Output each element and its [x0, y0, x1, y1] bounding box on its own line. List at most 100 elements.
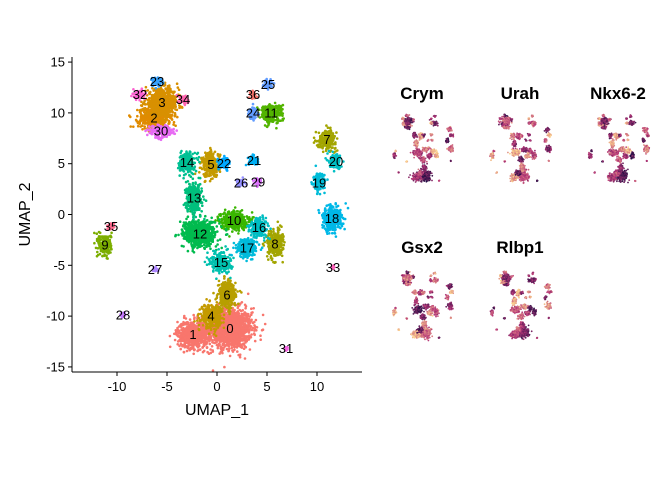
cluster-8-points	[261, 220, 286, 265]
feature-panel-gsx2: Gsx2	[392, 238, 454, 342]
cluster-label-17: 17	[240, 241, 254, 256]
cluster-6-points	[212, 275, 243, 316]
feature-points	[489, 113, 553, 185]
cluster-16-points	[246, 214, 272, 242]
cluster-31-points	[283, 346, 289, 352]
cluster-label-32: 32	[133, 87, 147, 102]
x-tick-label: 10	[310, 379, 324, 394]
cluster-label-34: 34	[176, 92, 190, 107]
cluster-label-25: 25	[261, 77, 275, 92]
feature-panel-urah: Urah	[489, 84, 553, 185]
cluster-label-28: 28	[116, 308, 130, 323]
cluster-13-points	[182, 173, 208, 221]
cluster-22-points	[215, 154, 231, 172]
cluster-35-points	[105, 221, 116, 231]
cluster-label-11: 11	[264, 105, 278, 120]
cluster-label-7: 7	[323, 132, 330, 147]
cluster-label-16: 16	[252, 220, 266, 235]
y-tick-label: 5	[58, 156, 65, 171]
cluster-label-1: 1	[189, 327, 196, 342]
cluster-32-points	[130, 87, 148, 102]
cluster-label-33: 33	[326, 260, 340, 275]
feature-points	[392, 113, 455, 183]
cluster-9-points	[93, 230, 113, 260]
cluster-label-23: 23	[150, 74, 164, 89]
cluster-28-points	[119, 311, 127, 319]
cluster-4-points	[193, 298, 226, 338]
feature-title-urah: Urah	[501, 84, 540, 103]
cluster-7-points	[312, 124, 339, 154]
feature-points	[489, 270, 553, 341]
cluster-29-points	[251, 177, 263, 188]
cluster-18-points	[317, 202, 350, 238]
cluster-15-points	[203, 245, 235, 281]
cluster-25-points	[261, 77, 276, 91]
y-tick-label: -10	[46, 309, 65, 324]
y-tick-label: -5	[53, 258, 65, 273]
cluster-label-13: 13	[187, 191, 201, 206]
cluster-label-29: 29	[251, 175, 265, 190]
cluster-label-26: 26	[234, 176, 248, 191]
cluster-label-9: 9	[101, 238, 108, 253]
cluster-12-points	[174, 207, 229, 254]
cluster-label-3: 3	[158, 95, 165, 110]
cluster-label-6: 6	[223, 287, 230, 302]
cluster-27-points	[151, 265, 160, 273]
cluster-label-12: 12	[193, 226, 207, 241]
cluster-label-30: 30	[154, 124, 168, 139]
cluster-label-27: 27	[148, 262, 162, 277]
cluster-24-points	[246, 102, 261, 122]
x-tick-label: -5	[161, 379, 173, 394]
x-axis-title: UMAP_1	[185, 402, 249, 419]
cluster-26-points	[235, 176, 248, 188]
cluster-33-points	[330, 264, 336, 271]
cluster-label-5: 5	[207, 157, 214, 172]
cluster-label-36: 36	[246, 87, 260, 102]
cluster-label-19: 19	[312, 176, 326, 191]
feature-title-nkx6-2: Nkx6-2	[590, 84, 646, 103]
cluster-label-21: 21	[247, 153, 261, 168]
x-tick-label: 0	[213, 379, 220, 394]
feature-plots: Crym Urah Nkx6-2 Gsx2 Rlbp1	[392, 84, 651, 342]
cluster-label-22: 22	[217, 156, 231, 171]
feature-panel-crym: Crym	[392, 84, 455, 183]
cluster-20-points	[324, 149, 345, 173]
cluster-14-points	[176, 149, 201, 180]
x-tick-label: -10	[108, 379, 127, 394]
x-tick-label: 5	[263, 379, 270, 394]
cluster-23-points	[150, 76, 165, 90]
cluster-label-4: 4	[207, 309, 214, 324]
feature-title-crym: Crym	[400, 84, 443, 103]
cluster-30-points	[144, 123, 178, 142]
cluster-3-points	[135, 81, 184, 127]
y-tick-label: 10	[51, 105, 65, 120]
cluster-label-8: 8	[271, 237, 278, 252]
cluster-points	[93, 76, 350, 372]
cluster-17-points	[229, 236, 264, 263]
cluster-label-2: 2	[150, 111, 157, 126]
cluster-label-31: 31	[279, 341, 293, 356]
cluster-1-points	[168, 313, 217, 356]
y-axis-title: UMAP_2	[17, 182, 34, 246]
umap-cluster-plot: 0123456789101112131415161718192021222324…	[17, 55, 362, 419]
cluster-label-20: 20	[329, 154, 343, 169]
feature-panel-nkx6-2: Nkx6-2	[587, 84, 651, 184]
cluster-label-24: 24	[246, 105, 260, 120]
feature-title-gsx2: Gsx2	[401, 238, 443, 257]
cluster-label-14: 14	[180, 155, 194, 170]
cluster-labels: 0123456789101112131415161718192021222324…	[101, 74, 343, 356]
cluster-label-18: 18	[325, 211, 339, 226]
feature-points	[587, 113, 651, 184]
cluster-34-points	[175, 93, 190, 107]
feature-title-rlbp1: Rlbp1	[496, 238, 543, 257]
cluster-label-0: 0	[226, 321, 233, 336]
y-tick-label: 0	[58, 207, 65, 222]
cluster-19-points	[310, 164, 329, 196]
feature-points	[392, 270, 454, 342]
cluster-label-10: 10	[227, 213, 241, 228]
cluster-10-points	[213, 206, 255, 238]
cluster-36-points	[247, 89, 259, 100]
cluster-label-15: 15	[214, 255, 228, 270]
